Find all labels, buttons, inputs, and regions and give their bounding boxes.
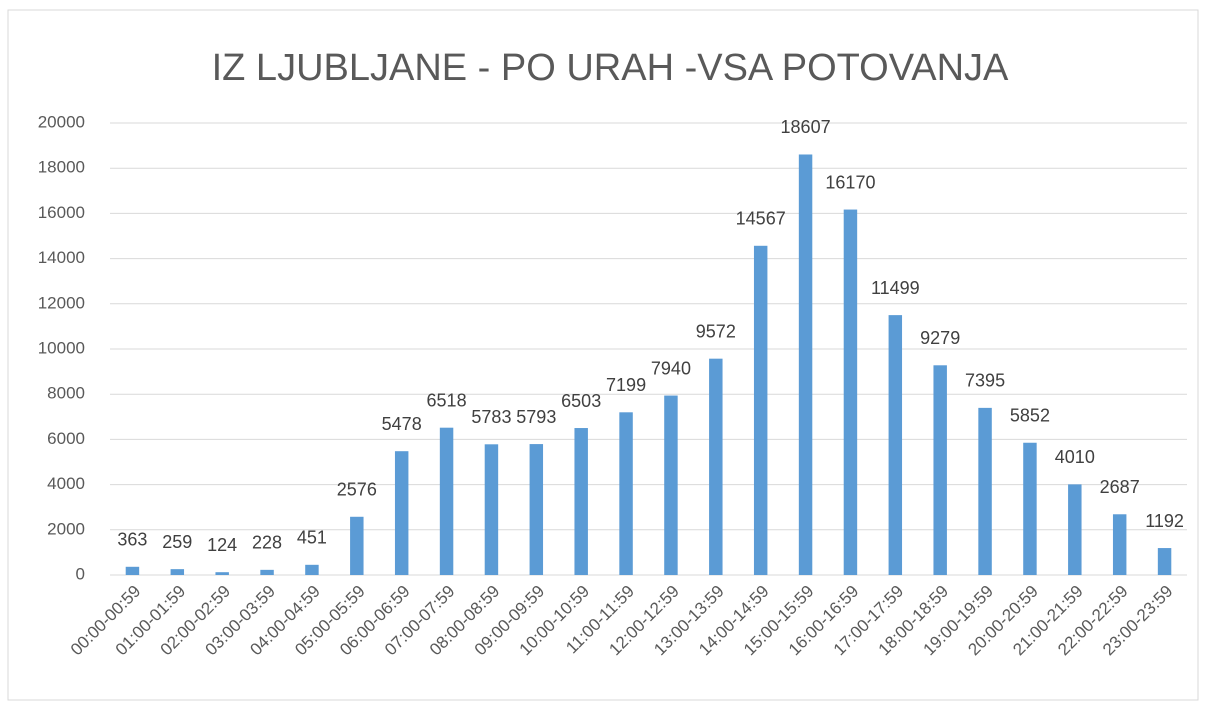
- bar: [350, 516, 364, 575]
- data-label: 5852: [1010, 405, 1050, 425]
- data-label: 9572: [696, 321, 736, 341]
- data-label: 6503: [561, 391, 601, 411]
- bar: [798, 154, 813, 575]
- data-label: 16170: [825, 172, 875, 192]
- bar: [1068, 484, 1082, 575]
- data-label: 14567: [736, 209, 786, 229]
- bar: [305, 564, 319, 575]
- bar: [843, 209, 858, 576]
- data-label: 7395: [965, 371, 1005, 391]
- bar: [888, 315, 903, 575]
- data-label: 363: [117, 530, 147, 550]
- data-label: 259: [162, 532, 192, 552]
- data-label: 451: [297, 528, 327, 548]
- bar: [619, 412, 633, 575]
- data-label: 11499: [871, 278, 920, 298]
- bar: [529, 444, 544, 575]
- y-tick-label: 0: [76, 564, 85, 583]
- data-label: 5793: [516, 407, 556, 427]
- data-label: 228: [252, 533, 282, 553]
- bar: [215, 572, 229, 575]
- data-label: 2687: [1100, 477, 1140, 497]
- data-label: 6518: [427, 390, 467, 410]
- data-label: 7199: [606, 375, 646, 395]
- bar: [125, 566, 140, 575]
- data-label: 2576: [337, 480, 377, 500]
- data-label: 7940: [651, 358, 691, 378]
- bar: [1112, 514, 1127, 575]
- bar: [933, 365, 947, 575]
- y-tick-label: 10000: [38, 338, 85, 357]
- chart-frame: [7, 9, 1199, 701]
- chart-title: IZ LJUBLJANE - PO URAH -VSA POTOVANJA: [212, 47, 1009, 89]
- y-tick-label: 8000: [47, 384, 85, 403]
- y-tick-label: 2000: [47, 519, 85, 538]
- data-label: 9279: [920, 328, 960, 348]
- bar: [1023, 442, 1037, 575]
- bar: [978, 407, 992, 575]
- data-label: 5478: [382, 414, 422, 434]
- bar: [394, 451, 409, 575]
- data-label: 124: [207, 535, 237, 555]
- bar: [753, 245, 768, 575]
- y-tick-label: 6000: [47, 429, 85, 448]
- data-label: 5783: [471, 407, 511, 427]
- data-label: 4010: [1055, 447, 1095, 467]
- bar: [1157, 548, 1172, 575]
- y-tick-label: 20000: [38, 112, 85, 131]
- data-label: 18607: [781, 117, 831, 137]
- bar: [170, 569, 185, 575]
- bar: [439, 427, 454, 575]
- bar: [260, 569, 274, 575]
- y-tick-label: 14000: [38, 248, 85, 267]
- y-tick-label: 16000: [38, 203, 85, 222]
- y-tick-label: 12000: [38, 293, 85, 312]
- bar: [709, 358, 723, 575]
- bar: [574, 428, 588, 575]
- y-tick-label: 18000: [38, 158, 85, 177]
- data-label: 1192: [1145, 511, 1184, 531]
- y-tick-label: 4000: [47, 474, 85, 493]
- bar: [484, 444, 499, 575]
- bar: [664, 395, 678, 575]
